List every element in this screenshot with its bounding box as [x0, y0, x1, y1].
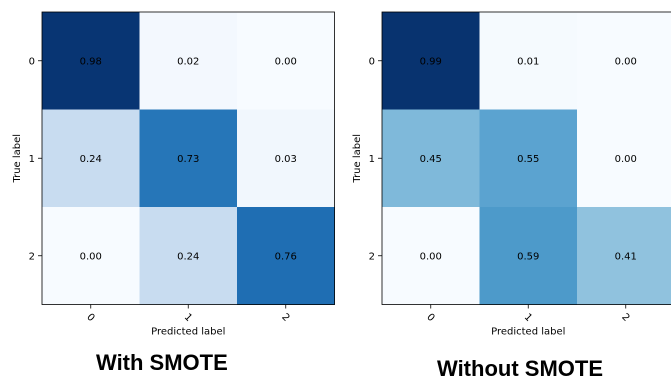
cell-value-label: 0.24	[80, 154, 102, 165]
heatmap-cell	[479, 109, 578, 208]
heatmap-cell	[577, 207, 671, 305]
heatmap-cell	[139, 207, 238, 305]
cell-value-label: 0.00	[80, 251, 102, 262]
y-axis-label: True label	[12, 134, 23, 184]
heatmap-cell	[139, 12, 238, 110]
y-tick-label: 0	[29, 56, 35, 67]
confusion-matrix-1: 0.99 0.01 0.00 0.45 0.55 0.00 0.00 0.59 0.41 0 1 2 0…	[352, 11, 671, 338]
cell-value-label: 0.45	[420, 154, 442, 165]
caption-with-smote: With SMOTE	[96, 350, 228, 375]
heatmap-cell	[139, 109, 238, 208]
x-axis-label: Predicted label	[151, 327, 225, 338]
heatmap-cell	[237, 109, 335, 208]
y-tick-label: 2	[29, 251, 35, 262]
heatmap-cell	[42, 207, 140, 305]
cell-value-label: 0.00	[420, 251, 442, 262]
x-tick-label: 0	[84, 312, 96, 324]
cell-value-label: 0.41	[615, 251, 637, 262]
heatmap-cell	[479, 207, 578, 305]
cell-value-label: 0.99	[420, 56, 442, 67]
heatmap-cell	[577, 109, 671, 208]
y-tick-label: 2	[369, 251, 375, 262]
heatmap-cell	[479, 12, 578, 110]
heatmap-cell	[382, 207, 480, 305]
cell-value-label: 0.03	[275, 154, 297, 165]
x-tick-label: 0	[424, 312, 436, 324]
x-tick-label: 1	[522, 312, 534, 324]
y-tick-label: 1	[29, 154, 35, 165]
cell-value-label: 0.00	[615, 154, 637, 165]
confusion-matrix-0: 0.98 0.02 0.00 0.24 0.73 0.03 0.00 0.24 0.76 0 1 2 0…	[12, 11, 335, 338]
x-tick-label: 2	[619, 312, 631, 324]
y-axis-label: True label	[352, 134, 363, 184]
heatmap-cell	[237, 207, 335, 305]
heatmap-cell	[237, 12, 335, 110]
cell-value-label: 0.55	[517, 154, 539, 165]
y-tick-label: 1	[369, 154, 375, 165]
cell-value-label: 0.59	[517, 251, 539, 262]
caption-without-smote: Without SMOTE	[437, 356, 603, 381]
cell-value-label: 0.76	[275, 251, 297, 262]
x-tick-label: 1	[182, 312, 194, 324]
x-axis-label: Predicted label	[491, 327, 565, 338]
cell-value-label: 0.00	[615, 56, 637, 67]
heatmap-cell	[42, 12, 140, 110]
cell-value-label: 0.00	[275, 56, 297, 67]
cell-value-label: 0.02	[177, 56, 199, 67]
x-tick-label: 2	[279, 312, 291, 324]
cell-value-label: 0.24	[177, 251, 199, 262]
heatmap-cell	[382, 12, 480, 110]
heatmap-cell	[42, 109, 140, 208]
cell-value-label: 0.01	[517, 56, 539, 67]
heatmap-cell	[382, 109, 480, 208]
cell-value-label: 0.98	[80, 56, 102, 67]
cell-value-label: 0.73	[177, 154, 199, 165]
heatmap-cell	[577, 12, 671, 110]
y-tick-label: 0	[369, 56, 375, 67]
